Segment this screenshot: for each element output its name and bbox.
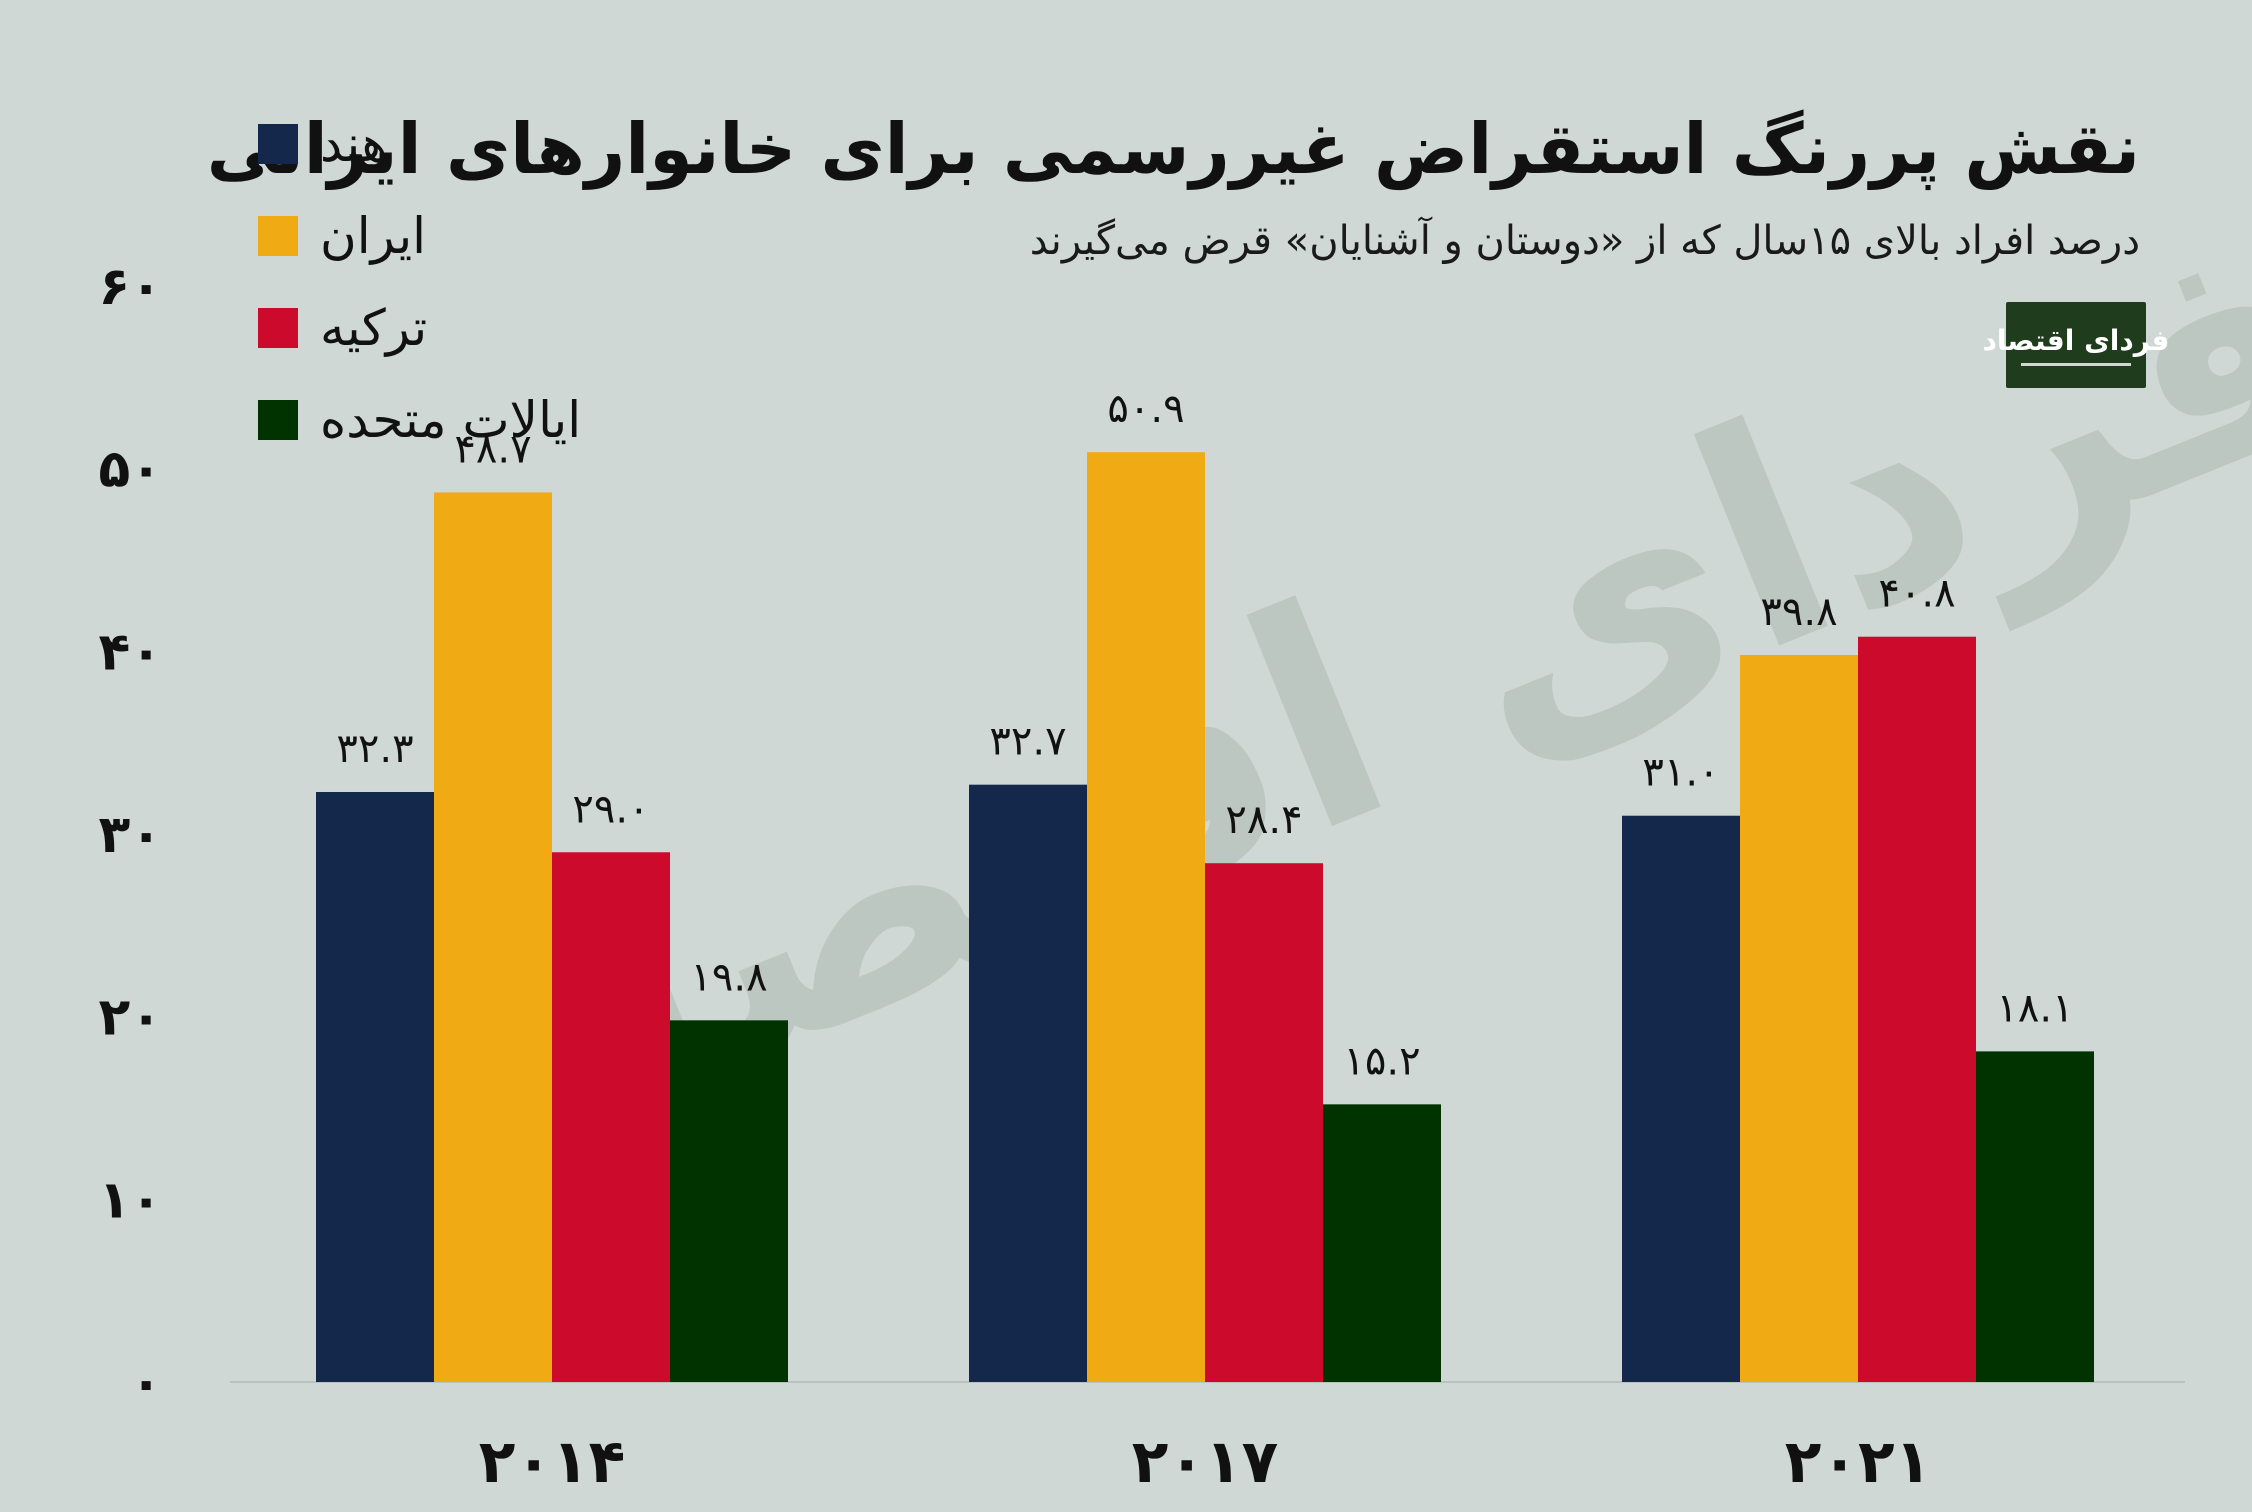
logo-text: فردای اقتصاد bbox=[1982, 324, 2170, 357]
data-label: ۵۰.۹ bbox=[1107, 386, 1184, 432]
x-tick-label: ۲۰۲۱ bbox=[1785, 1427, 1931, 1497]
bar bbox=[316, 791, 434, 1382]
bar bbox=[670, 1020, 788, 1382]
legend-swatch-turkey bbox=[258, 308, 298, 348]
legend-item-turkey: ترکیه bbox=[258, 282, 718, 374]
y-tick-label: ۴۰ bbox=[99, 622, 162, 682]
data-label: ۳۲.۳ bbox=[336, 726, 413, 772]
y-tick-label: ۱۰ bbox=[99, 1170, 162, 1230]
brand-logo: فردای اقتصاد bbox=[1983, 302, 2169, 388]
y-tick-label: ۰ bbox=[130, 1353, 162, 1413]
y-tick-label: ۳۰ bbox=[99, 805, 162, 865]
y-tick-label: ۵۰ bbox=[99, 440, 162, 500]
x-tick-label: ۲۰۱۴ bbox=[479, 1427, 625, 1497]
legend-swatch-india bbox=[258, 124, 298, 164]
legend-label-iran: ایران bbox=[320, 207, 427, 265]
legend: هند ایران ترکیه ایالات متحده bbox=[258, 98, 718, 466]
legend-label-usa: ایالات متحده bbox=[320, 391, 582, 449]
logo-underline bbox=[2021, 363, 2131, 366]
legend-swatch-iran bbox=[258, 216, 298, 256]
bar bbox=[552, 852, 670, 1382]
y-tick-label: ۲۰ bbox=[99, 988, 162, 1048]
legend-item-iran: ایران bbox=[258, 190, 718, 282]
y-tick-label: ۶۰ bbox=[99, 257, 162, 317]
legend-swatch-usa bbox=[258, 400, 298, 440]
data-label: ۱۵.۲ bbox=[1343, 1038, 1420, 1084]
bar bbox=[1976, 1051, 2094, 1382]
bar bbox=[1858, 636, 1976, 1382]
chart-title: نقش پررنگ استقراض غیررسمی برای خانوارهای… bbox=[206, 108, 2140, 190]
bar bbox=[1205, 863, 1323, 1382]
bar bbox=[969, 784, 1087, 1382]
chart-subtitle: درصد افراد بالای ۱۵سال که از «دوستان و آ… bbox=[1029, 218, 2140, 264]
bar bbox=[434, 492, 552, 1382]
data-label: ۴۰.۸ bbox=[1878, 571, 1955, 617]
bar bbox=[1622, 815, 1740, 1382]
data-label: ۳۹.۸ bbox=[1760, 589, 1837, 635]
data-label: ۴۸.۷ bbox=[454, 426, 531, 472]
legend-item-usa: ایالات متحده bbox=[258, 374, 718, 466]
legend-label-turkey: ترکیه bbox=[320, 299, 428, 357]
data-label: ۲۸.۴ bbox=[1225, 797, 1302, 843]
legend-label-india: هند bbox=[320, 115, 388, 173]
data-label: ۱۹.۸ bbox=[690, 954, 767, 1000]
legend-item-india: هند bbox=[258, 98, 718, 190]
data-label: ۳۲.۷ bbox=[989, 719, 1066, 765]
data-label: ۲۹.۰ bbox=[572, 786, 649, 832]
data-label: ۱۸.۱ bbox=[1996, 985, 2073, 1031]
bar bbox=[1740, 654, 1858, 1382]
bar bbox=[1087, 452, 1205, 1382]
bar bbox=[1323, 1104, 1441, 1382]
data-label: ۳۱.۰ bbox=[1642, 750, 1719, 796]
x-tick-label: ۲۰۱۷ bbox=[1132, 1427, 1278, 1497]
